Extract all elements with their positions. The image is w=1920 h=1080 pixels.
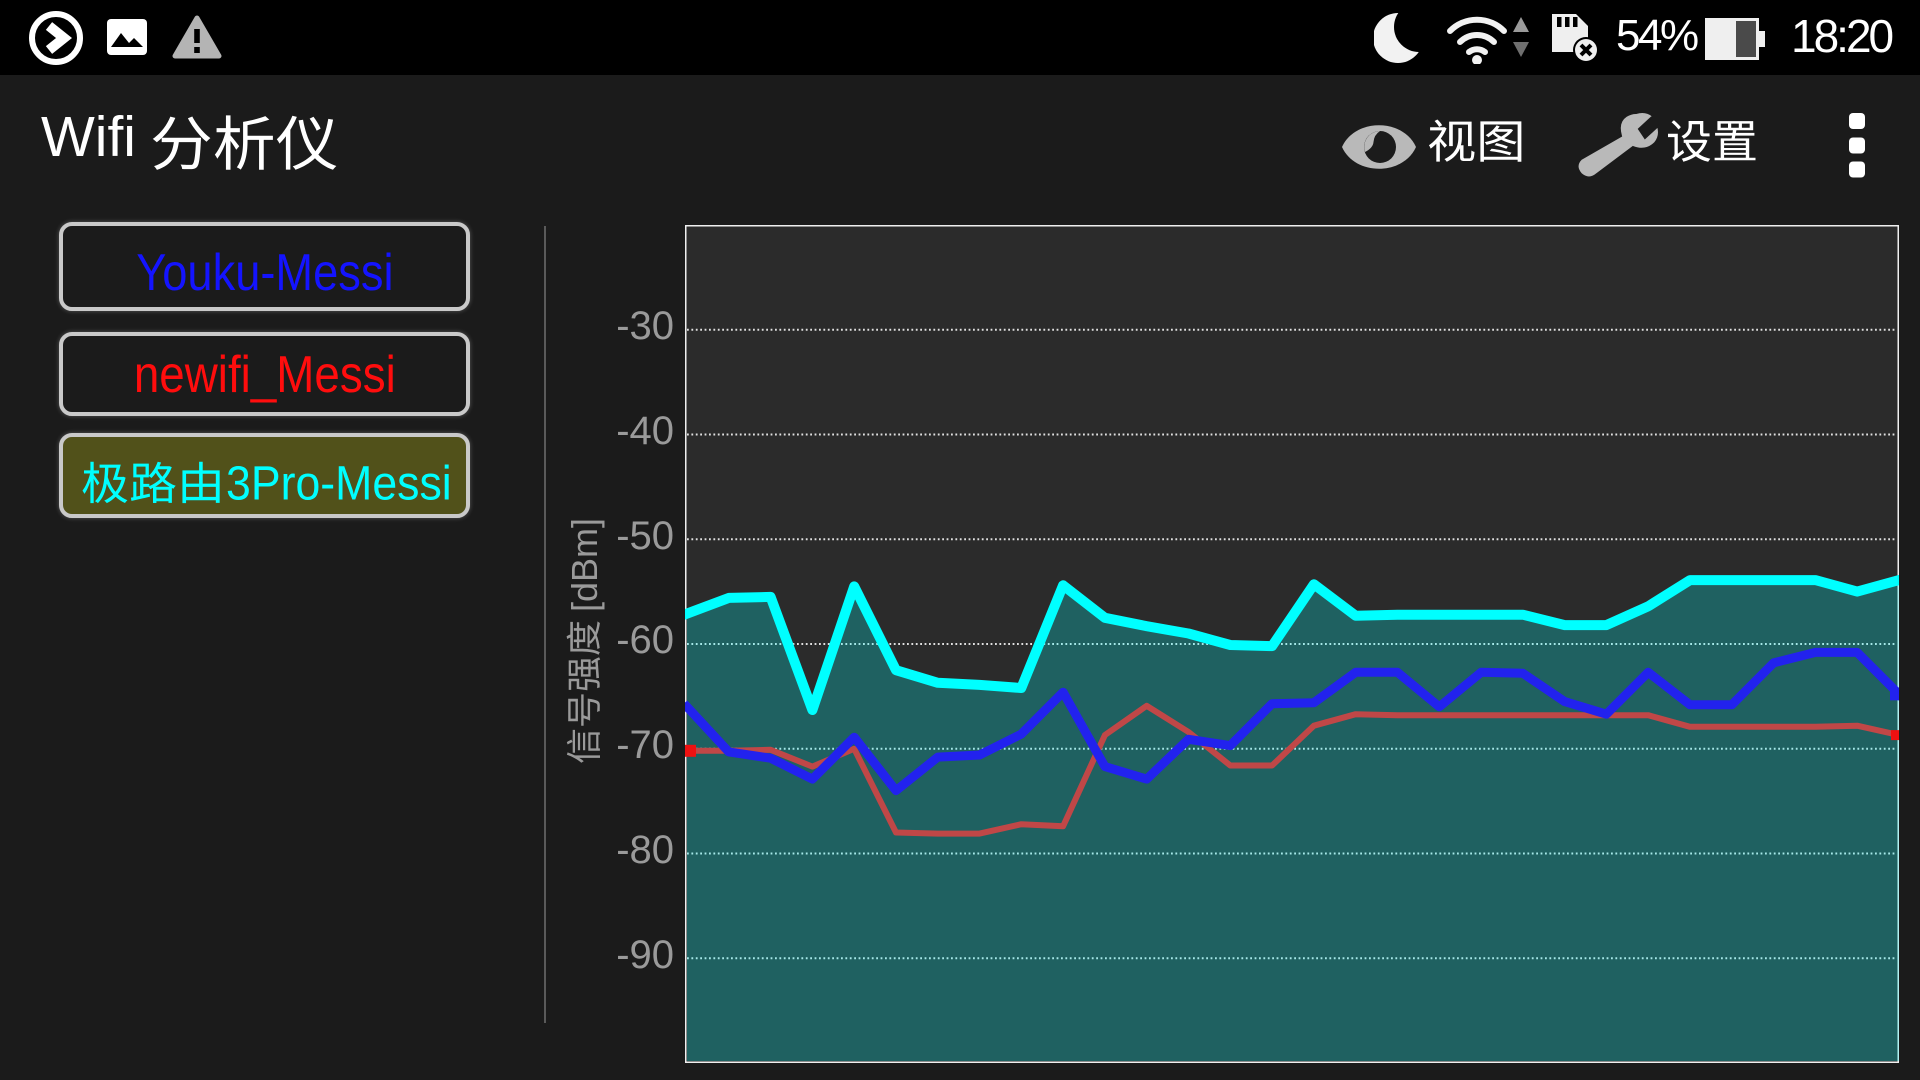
svg-text:3Pro-Messi: 3Pro-Messi <box>226 456 452 510</box>
svg-text:[dBm]: [dBm] <box>564 518 605 612</box>
